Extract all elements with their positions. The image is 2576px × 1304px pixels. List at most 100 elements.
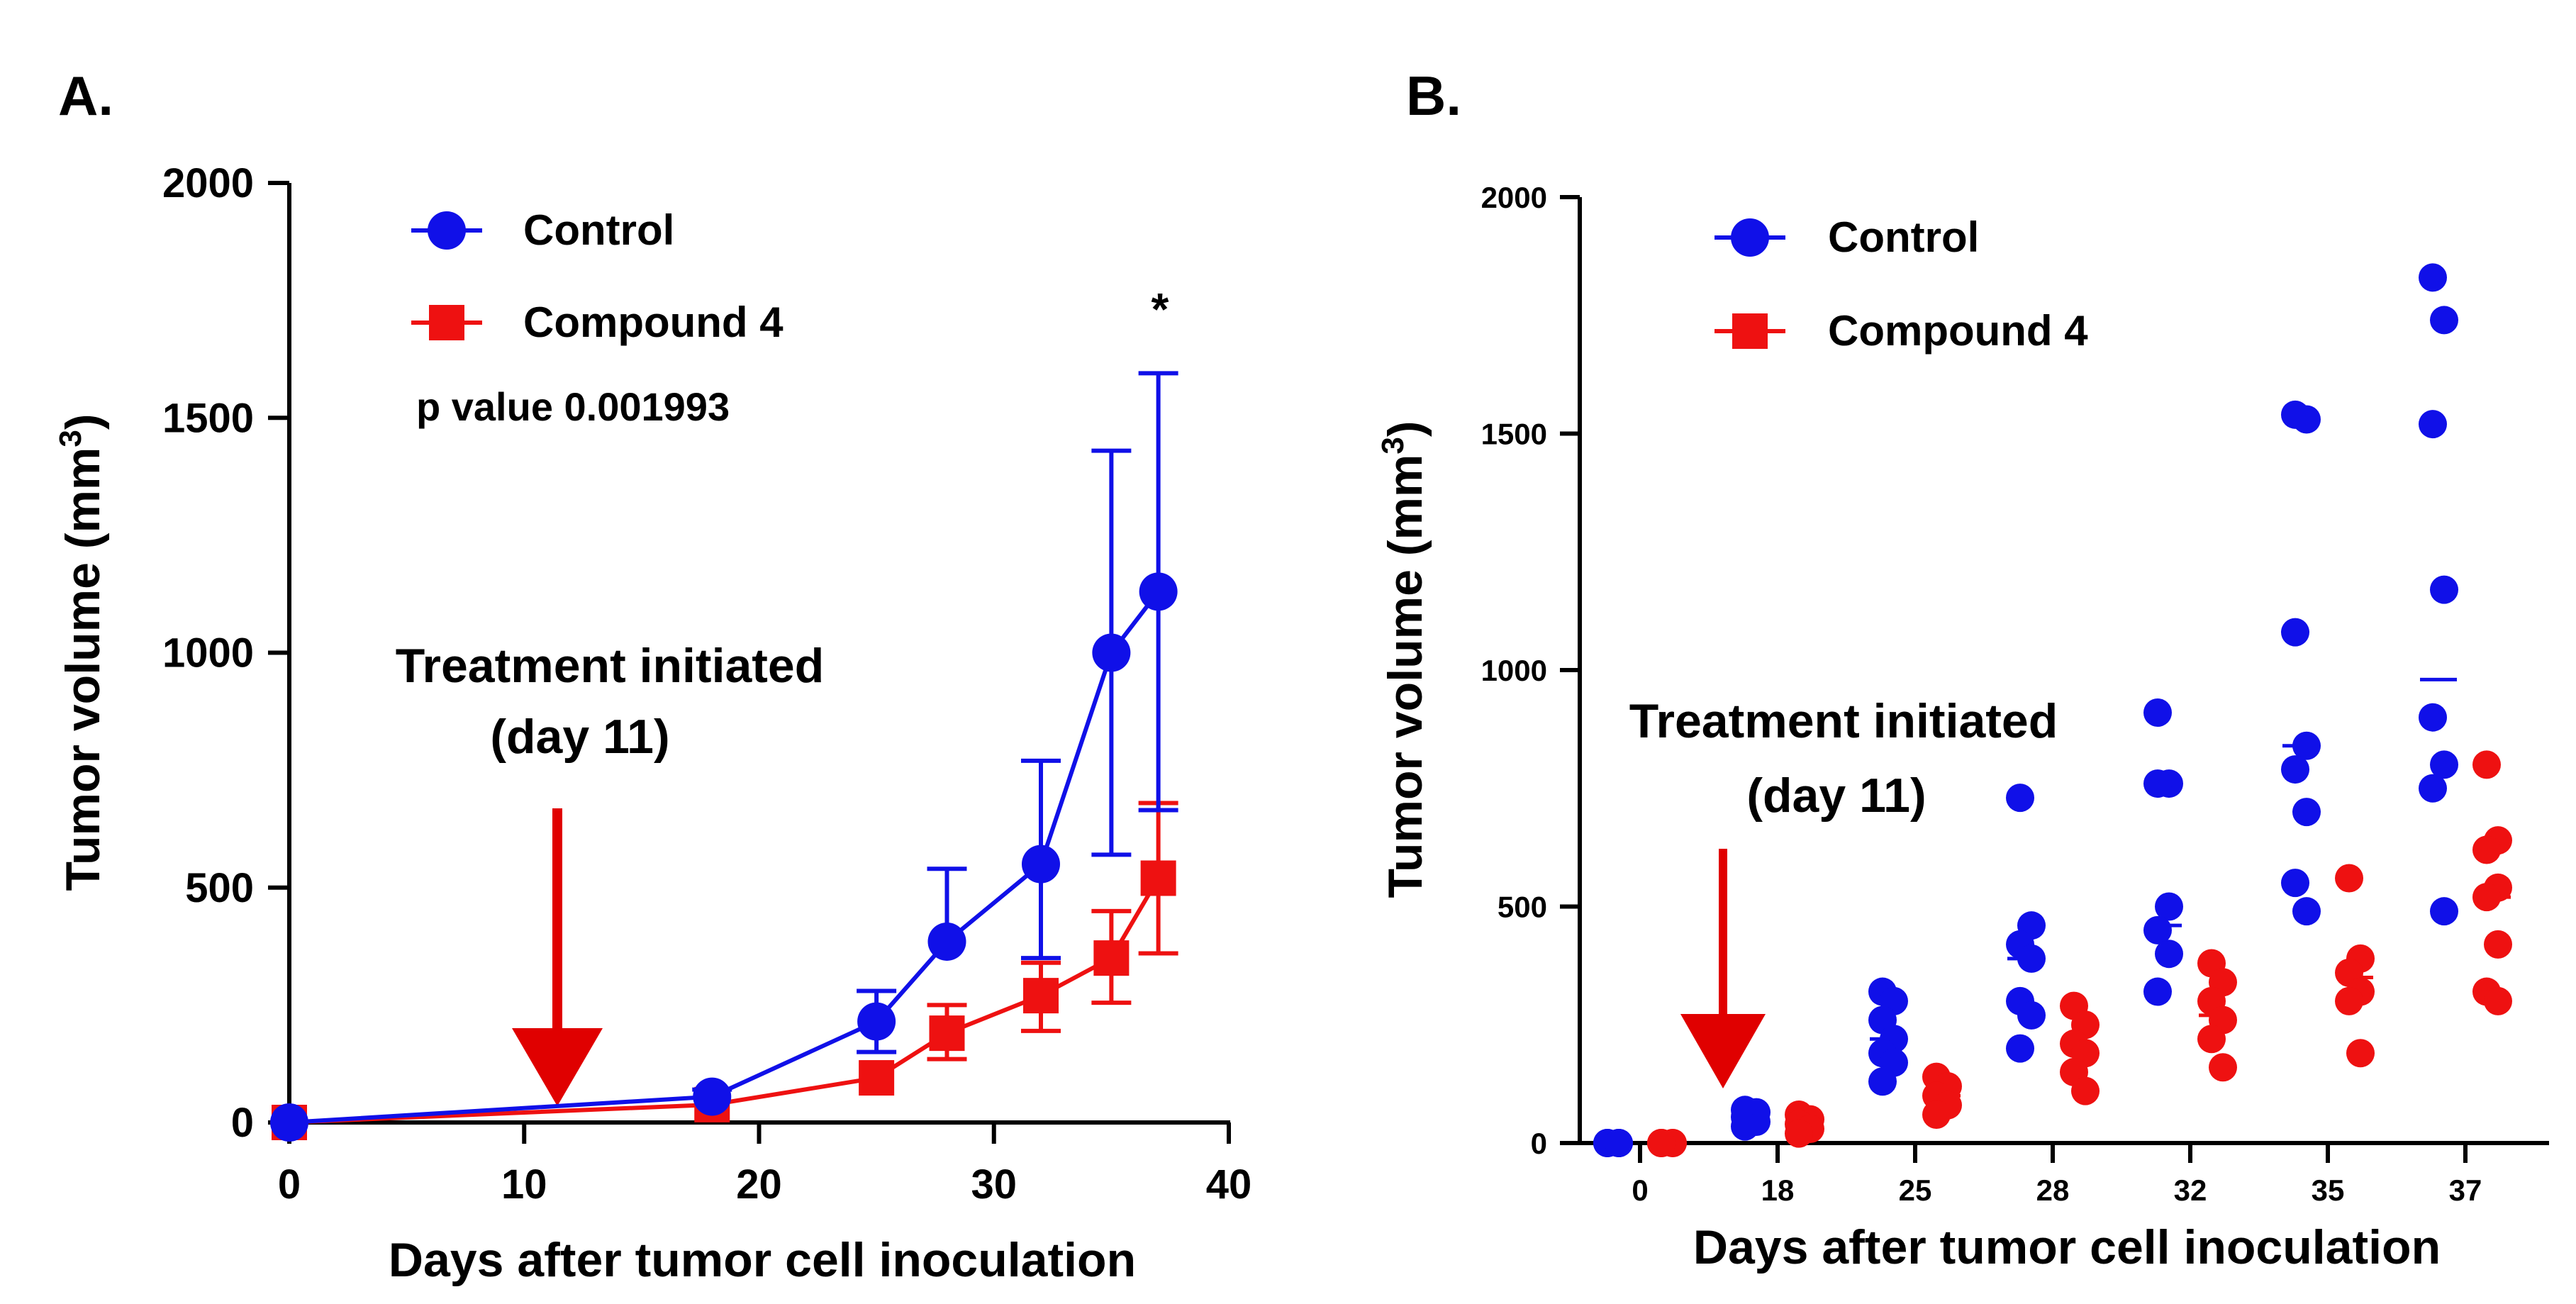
panel-b-compound-point (2472, 835, 2501, 864)
panel-b-control-point (2430, 575, 2458, 604)
panel-b-control-point (2281, 869, 2309, 898)
panel-a-plot-area (270, 371, 1178, 1142)
panel-b-control-point (2430, 306, 2458, 335)
panel-b-y-axis-title-close: ) (1378, 420, 1432, 437)
panel-b-y-ticks: 0 500 1000 1500 2000 (1481, 181, 1580, 1160)
panel-a-p-value: p value 0.001993 (416, 384, 730, 429)
panel-b-y-axis-title-main: Tumor volume (mm (1378, 455, 1432, 898)
panel-b-control-point (2292, 798, 2321, 827)
panel-a-compound-point (859, 1060, 895, 1096)
panel-b-treatment-day: (day 11) (1746, 769, 1926, 823)
panel-b-x-tick-label: 37 (2449, 1174, 2482, 1207)
panel-a-y-tick-label: 1000 (162, 630, 254, 676)
panel-b-control-point (2006, 1034, 2034, 1063)
panel-b-control-point (2419, 410, 2447, 439)
panel-b-compound-point (2484, 986, 2512, 1015)
panel-b-compound-point (1922, 1100, 1951, 1129)
panel-b-control-point (2143, 915, 2172, 944)
panel-a-legend-compound-label: Compound 4 (523, 299, 784, 346)
panel-b-label: B. (1406, 65, 1461, 127)
panel-a-y-tick-label: 1500 (162, 395, 254, 441)
panel-b-x-tick-label: 35 (2312, 1174, 2345, 1207)
panel-a-y-axis-title-main: Tumor volume (mm (56, 447, 110, 891)
panel-a-legend-control-marker (428, 211, 466, 250)
panel-b-compound-point (2209, 1053, 2237, 1082)
panel-b-x-tick-label: 25 (1899, 1174, 1932, 1207)
panel-b-y-tick-label: 2000 (1481, 181, 1547, 214)
panel-b-plot-area (1593, 263, 2512, 1157)
panel-a-x-tick-label: 20 (736, 1161, 782, 1208)
panel-b-x-tick-label: 0 (1632, 1174, 1648, 1207)
panel-a-y-tick-label: 2000 (162, 160, 254, 206)
panel-a-x-ticks: 0 10 20 30 40 (278, 1122, 1251, 1208)
panel-b-compound-point (2472, 750, 2501, 779)
panel-b-legend-compound-label: Compound 4 (1828, 307, 2088, 355)
panel-b-control-point (2006, 784, 2034, 813)
panel-b-compound-point (2484, 930, 2512, 959)
panel-b-legend-control-marker (1731, 218, 1769, 257)
panel-b-control-point (2419, 703, 2447, 732)
panel-b-control-point (1868, 1067, 1897, 1096)
panel-a-compound-point (1093, 940, 1130, 976)
panel-b-control-point (2281, 755, 2309, 784)
panel-b-legend-control-label: Control (1828, 213, 1979, 261)
panel-a-y-tick-label: 0 (231, 1100, 254, 1146)
panel-a-treatment-day: (day 11) (490, 710, 669, 764)
panel-a-compound-point (929, 1015, 965, 1052)
panel-b-control-point (1731, 1112, 1759, 1141)
panel-b-treatment-arrow-head (1680, 1014, 1766, 1088)
panel-b-x-tick-label: 28 (2036, 1174, 2070, 1207)
panel-b-y-tick-label: 1000 (1481, 654, 1547, 687)
panel-a-y-tick-label: 500 (185, 865, 254, 911)
panel-a-significance-star: * (1152, 284, 1169, 335)
panel-b-y-axis-title: Tumor volume (mm3) (1376, 420, 1432, 898)
panel-a-treatment-arrow-head (512, 1028, 603, 1106)
panel-b-control-point (2419, 774, 2447, 803)
panel-a-x-axis-title: Days after tumor cell inoculation (389, 1233, 1136, 1287)
panel-b-control-point (2143, 769, 2172, 798)
panel-b-y-axis-title-superscript: 3 (1376, 437, 1410, 454)
panel-a-label: A. (58, 65, 113, 127)
panel-a-compound-point (1140, 860, 1176, 896)
panel-a-compound-point (1023, 978, 1059, 1014)
panel-a-y-axis-title-close: ) (56, 413, 110, 430)
panel-a-control-point (927, 922, 966, 961)
panel-b-compound-point (1785, 1119, 1813, 1148)
panel-b-y-tick-label: 500 (1498, 891, 1547, 924)
panel-b-control-point (2155, 892, 2183, 921)
panel-b-compound-point (2335, 864, 2363, 893)
panel-b-control-point (2419, 263, 2447, 292)
panel-b-control-point (2292, 405, 2321, 434)
panel-a-x-tick-label: 40 (1206, 1161, 1252, 1208)
panel-b-control-point (2143, 977, 2172, 1006)
panel-b-compound-point (2335, 986, 2363, 1015)
panel-b-x-tick-label: 18 (1761, 1174, 1795, 1207)
panel-a-control-point (270, 1103, 308, 1142)
panel-a-y-ticks: 0 500 1000 1500 2000 (162, 160, 289, 1146)
panel-a-legend-control-label: Control (523, 206, 674, 254)
panel-b-x-tick-label: 32 (2174, 1174, 2207, 1207)
panel-a: A. 0 500 1000 1500 2000 0 10 20 30 40 Days after… (53, 65, 1251, 1287)
panel-b-legend-compound-marker (1732, 313, 1768, 349)
panel-a-legend-compound-marker (429, 305, 464, 340)
panel-b-control-point (2430, 897, 2458, 926)
panel-b-compound-point (2197, 1025, 2226, 1054)
panel-b-compound-point (1647, 1129, 1675, 1157)
panel-b-compound-point (2346, 1039, 2375, 1068)
panel-a-treatment-label: Treatment initiated (396, 639, 825, 693)
panel-b-control-point (1605, 1129, 1633, 1157)
panel-a-control-point (693, 1077, 732, 1116)
panel-b-control-point (2430, 750, 2458, 779)
panel-b-control-point (2281, 618, 2309, 647)
panel-b-x-axis-title: Days after tumor cell inoculation (1693, 1220, 2441, 1274)
panel-b: B. 0 500 1000 1500 2000 0 18 25 28 32 35 37 Days a… (1376, 65, 2549, 1274)
panel-a-control-point (1092, 633, 1131, 672)
panel-b-y-tick-label: 0 (1531, 1127, 1547, 1160)
panel-b-control-point (2143, 698, 2172, 728)
panel-b-y-tick-label: 1500 (1481, 418, 1547, 451)
panel-a-x-tick-label: 30 (971, 1161, 1017, 1208)
panel-b-control-point (2017, 1001, 2046, 1030)
panel-b-control-point (2017, 944, 2046, 973)
panel-a-y-axis-title-superscript: 3 (53, 430, 88, 447)
